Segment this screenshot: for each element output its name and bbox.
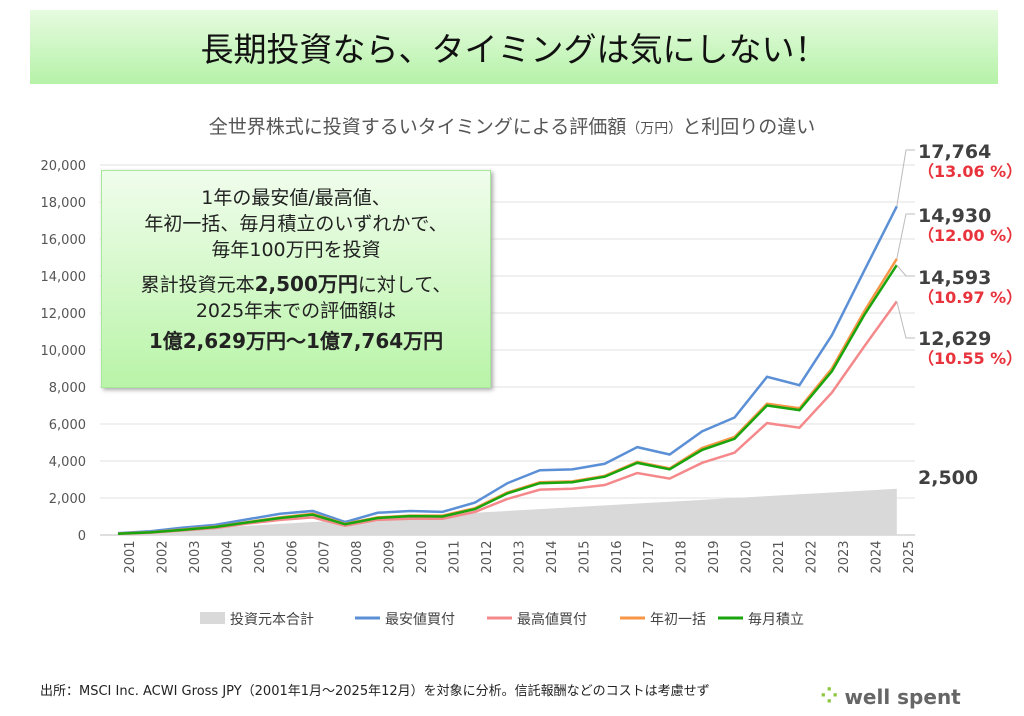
chart-title: 全世界株式に投資するいタイミングによる評価額（万円）と利回りの違い [0,112,1024,139]
y-tick-label: 20,000 [41,159,87,174]
y-tick-label: 0 [78,529,86,544]
end-label-monthly: 14,593 （10.97 %） [918,268,1022,308]
end-label-principal: 2,500 [918,468,978,488]
note-line: 毎年100万円を投資 [211,239,381,261]
note-line: 累計投資元本2,500万円に対して、 [102,271,490,298]
x-tick-label: 2001 [123,540,138,573]
end-pct: （12.00 %） [918,226,1023,245]
leader-line [896,264,915,277]
y-tick-label: 4,000 [49,455,86,470]
x-tick-label: 2025 [902,540,917,573]
y-tick-label: 6,000 [49,418,86,433]
x-tick-label: 2006 [285,540,300,573]
legend-swatch [200,612,225,624]
end-pct: （10.55 %） [918,349,1023,368]
x-tick-label: 2021 [772,540,787,573]
title-main: 全世界株式に投資するいタイミングによる評価額 [208,116,627,138]
x-tick-label: 2013 [512,540,527,573]
x-tick-label: 2023 [837,540,852,573]
legend-label: 毎月積立 [748,612,804,628]
x-tick-label: 2017 [642,540,657,573]
y-tick-label: 2,000 [49,492,86,507]
series-line-4 [117,264,898,535]
note-text: 累計投資元本 [140,274,255,296]
logo-text: well spent [844,684,961,709]
end-value: 14,593 [918,267,992,289]
x-tick-label: 2019 [707,540,722,573]
x-tick-label: 2016 [610,540,625,573]
end-pct: （10.97 %） [918,288,1023,307]
legend-label: 最安値買付 [385,612,455,628]
legend-label: 最高値買付 [517,611,587,628]
end-label-lowest: 17,764 （13.06 %） [918,142,1022,182]
title-unit: （万円） [626,121,683,137]
y-tick-label: 8,000 [49,381,86,396]
end-label-lump: 14,930 （12.00 %） [918,206,1022,246]
y-tick-label: 12,000 [41,307,87,322]
x-tick-label: 2022 [804,540,819,573]
x-tick-label: 2015 [577,540,592,573]
title-tail: と利回りの違い [682,116,816,138]
end-value: 12,629 [918,328,992,350]
end-value: 2,500 [918,467,979,489]
note-line: 2025年末での評価額は [195,300,397,322]
leader-line [896,301,915,339]
x-tick-label: 2008 [350,540,365,573]
x-tick-label: 2007 [318,540,333,573]
source-note: 出所：MSCI Inc. ACWI Gross JPY（2001年1月～2025… [40,684,710,699]
y-tick-label: 16,000 [41,233,87,248]
banner-title: 長期投資なら、タイミングは気にしない！ [30,10,998,84]
end-pct: （13.06 %） [918,162,1023,181]
note-range: 1億2,629万円〜1億7,764万円 [148,329,444,353]
series-line-1 [117,205,898,535]
note-line: 年初一括、毎月積立のいずれかで、 [144,213,448,235]
note-line: 1年の最安値/最高値、 [201,187,391,209]
x-tick-label: 2009 [383,540,398,573]
x-tick-label: 2018 [675,540,690,573]
x-tick-label: 2012 [480,540,495,573]
leader-line [896,149,915,207]
y-tick-label: 14,000 [41,270,87,285]
note-bold: 2,500万円 [254,272,358,296]
x-tick-label: 2010 [415,540,430,573]
leader-line [896,213,915,259]
summary-callout: 1年の最安値/最高値、 年初一括、毎月積立のいずれかで、 毎年100万円を投資 … [101,170,491,388]
y-tick-label: 10,000 [41,344,87,359]
area-principal [118,488,897,535]
end-label-highest: 12,629 （10.55 %） [918,329,1022,369]
x-tick-label: 2020 [740,540,755,573]
x-tick-label: 2003 [188,540,203,573]
x-tick-label: 2004 [220,540,235,573]
x-tick-label: 2002 [155,540,170,573]
x-tick-label: 2024 [869,540,884,573]
logo-icon: ⁘ [820,684,839,709]
note-text: に対して、 [357,274,452,296]
x-tick-label: 2005 [253,540,268,573]
y-tick-label: 18,000 [41,196,87,211]
x-tick-label: 2014 [545,540,560,573]
x-tick-label: 2011 [448,540,463,573]
legend-label: 投資元本合計 [230,612,314,628]
legend-label: 年初一括 [650,611,706,628]
end-value: 17,764 [918,141,992,163]
end-value: 14,930 [918,205,992,227]
logo: ⁘ well spent [820,684,961,709]
